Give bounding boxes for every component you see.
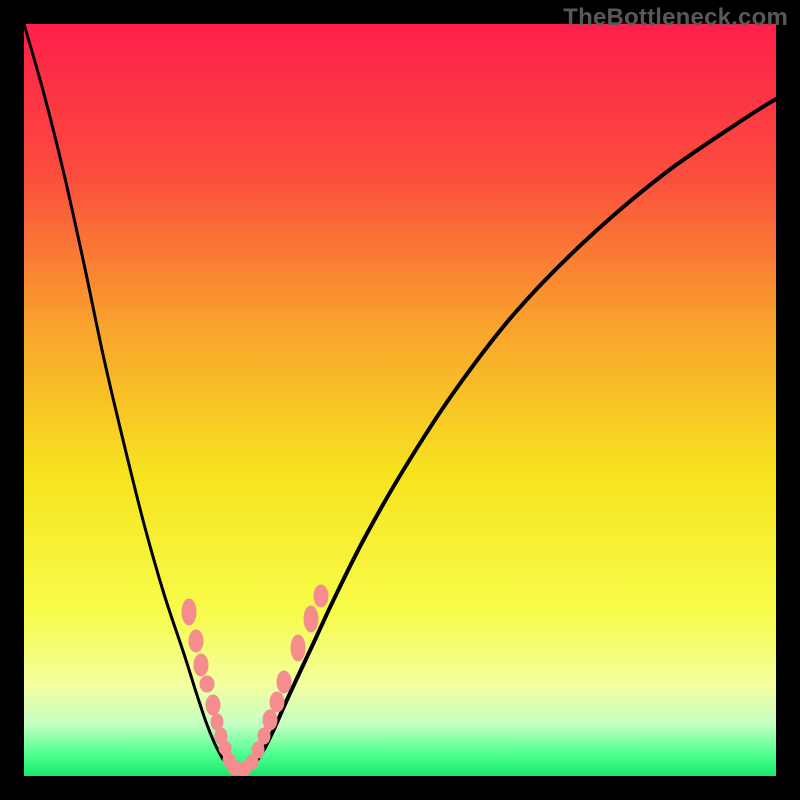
curve-marker bbox=[304, 606, 318, 632]
curve-marker bbox=[200, 676, 214, 692]
curve-marker bbox=[252, 742, 264, 758]
chart-container: TheBottleneck.com bbox=[0, 0, 800, 800]
watermark-text: TheBottleneck.com bbox=[563, 4, 788, 32]
curve-marker bbox=[206, 695, 220, 715]
curve-marker bbox=[314, 585, 328, 607]
curve-marker bbox=[258, 728, 270, 744]
curve-marker bbox=[263, 710, 277, 730]
curve-marker bbox=[277, 671, 291, 693]
curve-marker bbox=[291, 635, 305, 661]
curve-marker bbox=[189, 630, 203, 652]
plot-background-gradient bbox=[24, 24, 776, 776]
curve-marker bbox=[270, 692, 284, 712]
curve-marker bbox=[194, 654, 208, 676]
bottleneck-chart bbox=[0, 0, 800, 800]
curve-marker bbox=[182, 599, 196, 625]
